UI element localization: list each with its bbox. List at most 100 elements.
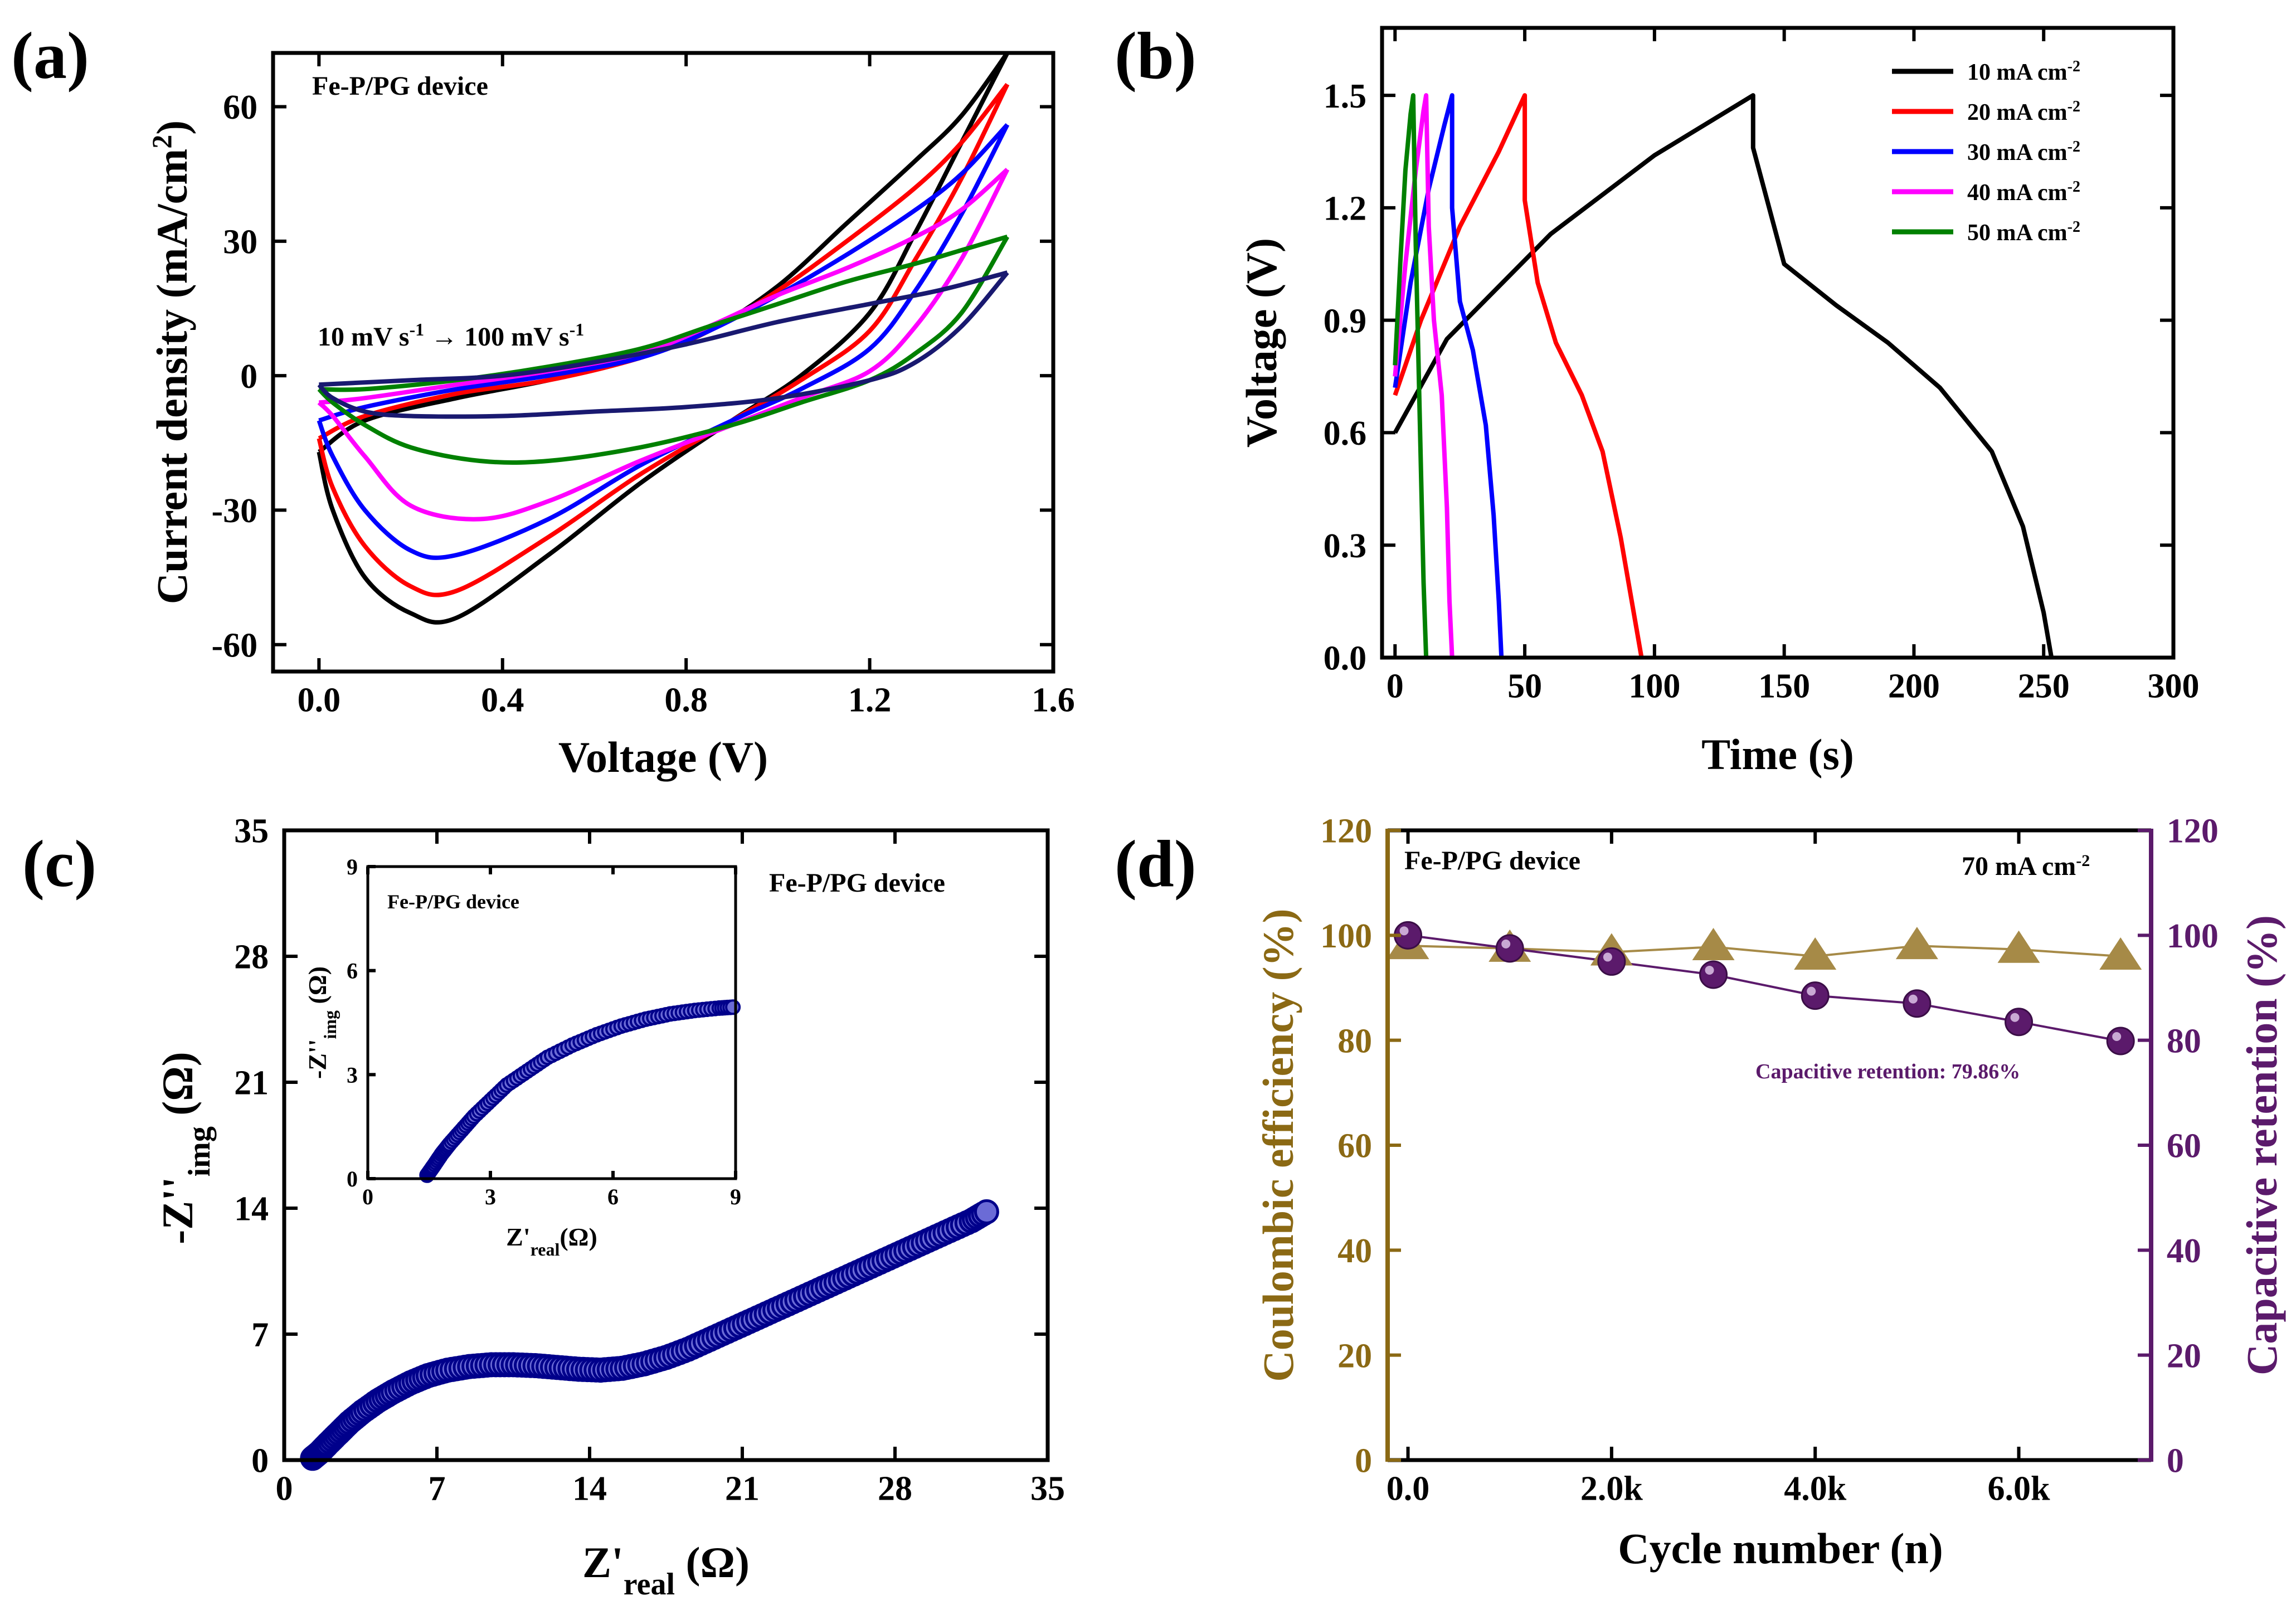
panel-c-nyquist-points <box>300 1199 999 1471</box>
cv-curve-cathodic <box>317 168 1010 522</box>
c-y-tick-label: 28 <box>234 938 269 976</box>
panel-b-x-axis: 0 50 100 150 200 250 300 <box>1387 28 2200 705</box>
a-y-tick-label: 60 <box>223 89 257 127</box>
a-y-tick-label: 30 <box>223 223 257 261</box>
d-left-y-tick-label: 0 <box>1355 1442 1372 1480</box>
ci-x-tick-label: 9 <box>730 1184 741 1209</box>
a-y-tick-label: -60 <box>211 626 257 664</box>
d-x-tick-label: 6.0k <box>1988 1470 2051 1507</box>
d-x-tick-label: 0.0 <box>1387 1470 1430 1507</box>
capacitive-retention-marker-highlight <box>1705 965 1714 975</box>
a-x-tick-label: 1.6 <box>1032 681 1075 719</box>
panel-d-letter: (d) <box>1115 826 1196 901</box>
capacitive-retention-line <box>1408 934 2121 1042</box>
legend-label: 40 mA cm-2 <box>1967 178 2080 206</box>
cv-curve-cathodic <box>317 83 1010 597</box>
capacitive-retention-marker-highlight <box>1399 926 1409 936</box>
panel-c-inset-x-label: Z'real(Ω) <box>506 1223 597 1259</box>
legend-label: 50 mA cm-2 <box>1967 218 2080 246</box>
a-x-tick-label: 1.2 <box>848 681 892 719</box>
b-y-tick-label: 0.6 <box>1324 415 1367 453</box>
panel-c-inset-points <box>419 999 741 1183</box>
capacitive-retention-marker-highlight <box>1603 952 1612 962</box>
panel-d-current-label: 70 mA cm-2 <box>1962 852 2090 882</box>
b-x-tick-label: 150 <box>1758 667 1810 705</box>
a-x-tick-label: 0.0 <box>298 681 341 719</box>
cv-curve-cathodic <box>317 52 1010 625</box>
panel-d-cycling-series <box>1387 921 2142 1056</box>
gcd-curve <box>1393 93 1504 658</box>
panel-c-letter: (c) <box>22 826 96 901</box>
d-right-y-tick-label: 20 <box>2167 1337 2201 1375</box>
panel-c-x-axis: 0 7 14 21 28 35 <box>276 830 1065 1507</box>
panel-b-gcd-curves <box>1393 93 2054 658</box>
ci-x-tick-label: 6 <box>607 1184 619 1209</box>
capacitive-retention-marker <box>2106 1027 2135 1056</box>
d-right-y-tick-label: 80 <box>2167 1022 2201 1060</box>
panel-c-inset-background <box>368 867 736 1179</box>
coulombic-efficiency-marker <box>1794 937 1837 970</box>
panel-c-y-axis: 0 7 14 21 28 35 <box>234 813 1048 1480</box>
capacitive-retention-marker-highlight <box>1908 994 1918 1004</box>
b-y-tick-label: 1.5 <box>1324 77 1367 115</box>
capacitive-retention-marker <box>1597 947 1626 976</box>
panel-d-left-y-label: Coulombic efficiency (%) <box>1254 908 1302 1382</box>
panel-b-y-label: Voltage (V) <box>1237 238 1286 448</box>
panel-b-letter: (b) <box>1115 18 1196 93</box>
legend-label: 20 mA cm-2 <box>1967 98 2080 126</box>
panel-d-x-axis: 0.0 2.0k 4.0k 6.0k <box>1387 830 2050 1507</box>
panel-a-cv-curves <box>317 51 1010 625</box>
panel-d-right-y-label: Capacitive retention (%) <box>2237 915 2286 1375</box>
panel-c-inset-y-axis: 0 3 6 9 <box>347 854 376 1191</box>
coulombic-efficiency-marker <box>1692 928 1735 961</box>
nyquist-point <box>974 1199 999 1224</box>
panel-c-plot-frame <box>282 828 1050 1462</box>
gcd-curve <box>1393 93 2054 658</box>
d-right-y-tick-label: 120 <box>2167 813 2219 850</box>
ci-y-tick-label: 3 <box>347 1062 358 1087</box>
c-y-tick-label: 14 <box>234 1190 269 1228</box>
panel-a-x-axis: 0.0 0.4 0.8 1.2 1.6 <box>298 53 1075 719</box>
gcd-curve <box>1393 93 1429 658</box>
panel-a-plot-frame <box>271 51 1055 674</box>
panel-b-y-axis: 0.0 0.3 0.6 0.9 1.2 1.5 <box>1324 77 2173 678</box>
b-y-tick-label: 0.9 <box>1324 302 1367 340</box>
capacitive-retention-marker-highlight <box>2010 1013 2020 1022</box>
capacitive-retention-marker-highlight <box>2112 1032 2122 1041</box>
gcd-curve <box>1393 93 1644 658</box>
inset-nyquist-point <box>725 999 741 1015</box>
cv-curve-cathodic <box>317 235 1010 465</box>
capacitive-retention-marker <box>1903 989 1932 1018</box>
panel-d-x-label: Cycle number (n) <box>1618 1524 1943 1573</box>
panel-b: (b) 0 50 100 150 200 250 300 0.0 0.3 0.6 0.9 1.2 1.… <box>1115 18 2200 779</box>
cv-curve-anodic <box>319 234 1008 392</box>
a-y-tick-label: 0 <box>240 358 257 396</box>
panel-c-device-label: Fe-P/PG device <box>769 868 945 898</box>
d-left-y-tick-label: 40 <box>1337 1232 1372 1270</box>
ci-x-tick-label: 3 <box>485 1184 496 1209</box>
capacitive-retention-marker-highlight <box>1807 986 1816 996</box>
panel-a-y-label: Current density (mA/cm2) <box>146 120 196 604</box>
c-x-tick-label: 21 <box>725 1470 760 1507</box>
panel-d-retention-note: Capacitive retention: 79.86% <box>1755 1060 2020 1083</box>
panel-c-x-label: Z'real (Ω) <box>582 1538 750 1602</box>
c-x-tick-label: 7 <box>429 1470 446 1507</box>
b-x-tick-label: 200 <box>1888 667 1940 705</box>
capacitive-retention-marker <box>1495 934 1524 963</box>
coulombic-efficiency-marker <box>1997 930 2040 963</box>
b-x-tick-label: 100 <box>1628 667 1680 705</box>
d-x-tick-label: 2.0k <box>1580 1470 1643 1507</box>
d-right-y-tick-label: 100 <box>2167 917 2219 955</box>
c-y-tick-label: 7 <box>251 1316 269 1354</box>
panel-a-scan-rate-note: 10 mV s-1 → 100 mV s-1 <box>318 319 584 352</box>
panel-a: (a) 0.0 0.4 0.8 1.2 1.6 -60 -30 0 30 60 Fe-P/PG … <box>11 18 1075 781</box>
c-y-tick-label: 21 <box>234 1064 269 1102</box>
panel-a-x-label: Voltage (V) <box>558 733 768 781</box>
b-x-tick-label: 250 <box>2018 667 2070 705</box>
d-right-y-tick-label: 0 <box>2167 1442 2184 1480</box>
b-x-tick-label: 50 <box>1507 667 1542 705</box>
d-right-y-tick-label: 40 <box>2167 1232 2201 1270</box>
ci-y-tick-label: 0 <box>347 1166 358 1191</box>
panel-c: (c) 0 7 14 21 28 35 0 7 14 21 28 35 Fe-P/PG device… <box>22 813 1065 1602</box>
panel-a-letter: (a) <box>11 18 89 93</box>
